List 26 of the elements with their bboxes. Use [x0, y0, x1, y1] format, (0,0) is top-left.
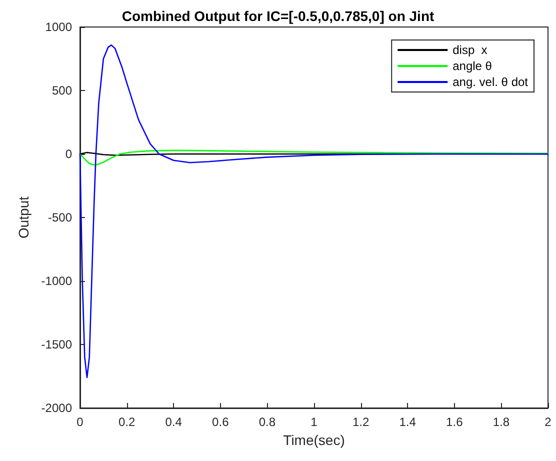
x-tick-label: 1.6 — [446, 415, 464, 429]
x-tick-label: 1.8 — [492, 415, 510, 429]
legend-label: ang. vel. θ dot — [452, 75, 529, 89]
x-tick-label: 1.2 — [352, 415, 370, 429]
y-tick-label: -2000 — [41, 401, 72, 415]
x-tick-label: 0 — [76, 415, 84, 429]
x-tick-label: 0.4 — [165, 415, 182, 429]
y-tick-label: 1000 — [45, 20, 72, 34]
y-tick-label: 500 — [52, 84, 72, 98]
legend-label: angle θ — [452, 59, 492, 73]
x-tick-label: 0.8 — [258, 415, 276, 429]
y-tick-label: -500 — [48, 210, 72, 224]
y-tick-label: -1500 — [41, 338, 72, 352]
x-tick-label: 0.6 — [212, 415, 230, 429]
legend-label: disp x — [452, 43, 488, 57]
x-tick-label: 0.2 — [118, 415, 136, 429]
line-series — [79, 44, 549, 378]
line-series — [79, 150, 549, 166]
y-axis-title: Output — [15, 196, 32, 239]
x-tick-label: 1.4 — [399, 415, 416, 429]
chart-title: Combined Output for IC=[-0.5,0,0.785,0] on Jint — [122, 8, 434, 24]
x-tick-label: 2 — [544, 415, 552, 429]
x-tick-label: 1 — [310, 415, 318, 429]
y-tick-label: 0 — [65, 147, 72, 161]
x-axis-title: Time(sec) — [283, 432, 345, 448]
y-tick-label: -1000 — [41, 274, 72, 288]
